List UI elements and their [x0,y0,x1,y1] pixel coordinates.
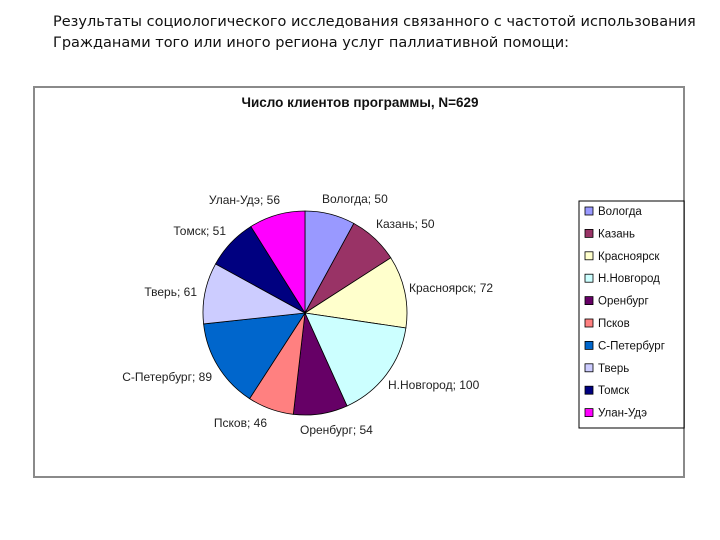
legend-swatch-оренбург [584,296,594,306]
legend-swatch-казань [584,228,594,238]
legend-swatch-томск [584,385,594,395]
legend-label-улан-удэ: Улан-Удэ [598,408,647,420]
slide-heading: Результаты социологического исследования… [53,12,703,54]
legend-box [578,200,685,429]
legend-swatch-с-петербург [584,340,594,350]
legend-swatch-тверь [584,363,594,373]
legend-label-вологда: Вологда [598,206,642,218]
slice-label-улан-удэ: Улан-Удэ; 56 [209,193,280,207]
legend-swatch-псков [584,318,594,328]
legend-label-красноярск: Красноярск [598,251,660,263]
legend-swatch-н-новгород [584,273,594,283]
pie-slice-улан-удэ [250,210,306,315]
slice-label-красноярск: Красноярск; 72 [409,281,493,295]
chart-legend: Вологда Казань Красноярск Н.Новгород Оренбур… [578,200,685,429]
legend-swatch-красноярск [584,251,594,261]
slice-labels: Вологда; 50 Казань; 50 Красноярск; 72 Н.Нов… [122,192,493,437]
pie-slice-с-петербург [203,312,306,400]
heading-line-2: Гражданами того или иного региона услуг … [53,35,570,51]
slice-label-томск: Томск; 51 [173,224,226,238]
slice-label-оренбург: Оренбург; 54 [300,423,373,437]
slice-label-казань: Казань; 50 [376,217,435,231]
slice-label-вологда: Вологда; 50 [322,192,388,206]
slice-label-н-новгород: Н.Новгород; 100 [388,378,480,392]
legend-label-н-новгород: Н.Новгород [598,273,660,285]
legend-swatch-вологда [584,206,594,216]
legend-label-с-петербург: С-Петербург [598,340,665,352]
pie-slice-красноярск [303,257,408,329]
heading-line-1: Результаты социологического исследования… [53,14,696,30]
legend-label-казань: Казань [598,228,635,240]
slice-label-с-петербург: С-Петербург; 89 [122,370,212,384]
slice-label-псков: Псков; 46 [214,416,267,430]
pie-slices [202,210,408,416]
legend-label-тверь: Тверь [598,363,629,375]
slice-label-тверь: Тверь; 61 [144,285,197,299]
legend-label-томск: Томск [598,385,630,397]
pie-slice-н-новгород [304,312,407,407]
legend-label-оренбург: Оренбург [598,296,649,308]
chart-title: Число клиентов программы, N=629 [241,95,478,110]
legend-label-псков: Псков [598,318,630,330]
legend-swatch-улан-удэ [584,408,594,418]
